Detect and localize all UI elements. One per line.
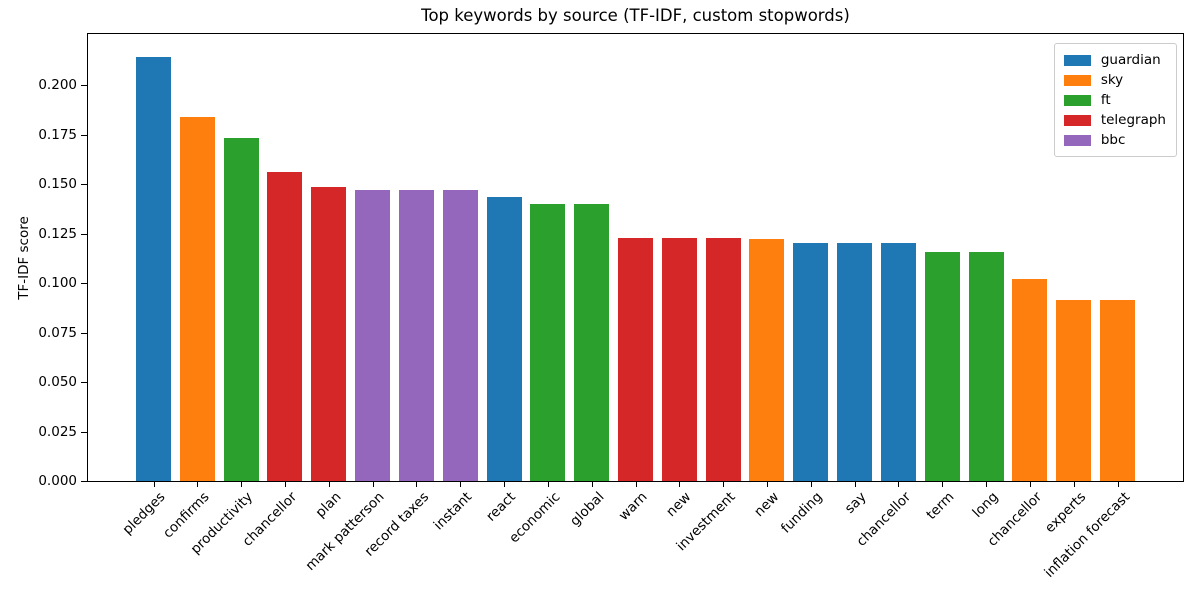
y-tick-label: 0.050 — [38, 374, 77, 391]
legend-item-guardian: guardian — [1063, 50, 1166, 70]
y-tick-label: 0.125 — [38, 225, 77, 242]
x-tick-label-say: say — [842, 489, 870, 517]
x-tick-label-plan: plan — [312, 489, 345, 521]
y-tick-mark — [81, 184, 87, 186]
x-tick-label-mark-patterson: mark patterson — [302, 489, 388, 575]
x-tick-mark — [766, 482, 768, 487]
x-tick-label-warn: warn — [616, 489, 651, 524]
bar-say — [837, 242, 873, 481]
x-tick-mark — [986, 482, 988, 487]
chart-title: Top keywords by source (TF-IDF, custom s… — [421, 6, 850, 25]
x-tick-label-funding: funding — [778, 489, 827, 537]
x-tick-mark — [547, 482, 549, 487]
bar-record-taxes — [398, 190, 434, 481]
x-tick-mark — [153, 482, 155, 487]
bar-long — [968, 251, 1004, 481]
bar-term — [924, 251, 960, 481]
bar-pledges — [136, 56, 171, 481]
bar-productivity — [223, 137, 259, 481]
y-tick-mark — [81, 233, 87, 235]
x-tick-mark — [723, 482, 725, 487]
x-tick-mark — [1117, 482, 1119, 487]
legend-swatch-bbc — [1063, 134, 1091, 146]
x-tick-mark — [679, 482, 681, 487]
x-tick-label-new: new — [751, 489, 783, 521]
bar-inflation-forecast — [1100, 300, 1135, 481]
x-tick-mark — [854, 482, 856, 487]
x-tick-mark — [942, 482, 944, 487]
bar-warn — [618, 237, 653, 481]
y-tick-label: 0.075 — [38, 324, 77, 341]
legend-swatch-telegraph — [1063, 114, 1091, 126]
bar-plan — [311, 187, 347, 481]
legend-label: guardian — [1100, 52, 1161, 68]
x-tick-label-global: global — [566, 489, 608, 530]
legend-label: sky — [1100, 72, 1124, 88]
bar-investment — [705, 237, 741, 481]
plot-area: guardian sky ft telegraph bbc — [87, 33, 1184, 482]
x-tick-mark — [328, 482, 330, 487]
x-tick-mark — [416, 482, 418, 487]
x-tick-mark — [460, 482, 462, 487]
bar-chancellor — [880, 242, 916, 481]
bar-new — [661, 237, 697, 481]
x-tick-mark — [898, 482, 900, 487]
bar-confirms — [179, 117, 215, 481]
bar-chancellor — [1012, 278, 1048, 481]
y-tick-mark — [81, 332, 87, 334]
y-tick-label: 0.200 — [38, 77, 77, 94]
x-tick-mark — [197, 482, 199, 487]
y-tick-label: 0.175 — [38, 126, 77, 143]
legend-swatch-sky — [1063, 74, 1091, 86]
x-tick-mark — [241, 482, 243, 487]
y-tick-label: 0.025 — [38, 423, 77, 440]
y-tick-mark — [81, 481, 87, 482]
legend-item-telegraph: telegraph — [1063, 110, 1166, 130]
x-tick-mark — [635, 482, 637, 487]
bar-new — [749, 238, 785, 481]
y-tick-mark — [81, 431, 87, 433]
legend-item-ft: ft — [1063, 90, 1166, 110]
x-tick-mark — [591, 482, 593, 487]
legend-label: bbc — [1100, 132, 1126, 148]
x-tick-label-long: long — [969, 489, 1002, 521]
legend-item-bbc: bbc — [1063, 130, 1166, 150]
bar-economic — [530, 204, 566, 481]
bar-funding — [793, 242, 829, 481]
x-tick-mark — [810, 482, 812, 487]
x-tick-label-instant: instant — [431, 489, 476, 534]
x-tick-mark — [1029, 482, 1031, 487]
legend-label: telegraph — [1100, 112, 1166, 128]
y-tick-mark — [81, 283, 87, 285]
x-tick-mark — [284, 482, 286, 487]
y-tick-label: 0.000 — [38, 473, 77, 489]
legend-label: ft — [1100, 92, 1111, 108]
legend-swatch-guardian — [1063, 54, 1091, 66]
bar-chancellor — [267, 172, 303, 481]
x-tick-label-react: react — [483, 489, 520, 525]
y-tick-label: 0.100 — [38, 275, 77, 292]
x-tick-mark — [372, 482, 374, 487]
bar-global — [574, 204, 610, 481]
bar-experts — [1056, 300, 1092, 481]
y-tick-mark — [81, 134, 87, 136]
y-tick-mark — [81, 382, 87, 384]
bars-layer — [88, 34, 1183, 481]
legend: guardian sky ft telegraph bbc — [1053, 43, 1177, 157]
x-tick-label-inflation-forecast: inflation forecast — [1041, 489, 1133, 581]
y-tick-mark — [81, 85, 87, 87]
x-tick-label-new: new — [663, 489, 695, 521]
legend-item-sky: sky — [1063, 70, 1166, 90]
x-tick-mark — [504, 482, 506, 487]
x-tick-mark — [1073, 482, 1075, 487]
x-tick-label-term: term — [923, 489, 958, 523]
bar-mark-patterson — [355, 190, 391, 481]
bar-react — [486, 197, 522, 481]
y-tick-label: 0.150 — [38, 176, 77, 193]
legend-swatch-ft — [1063, 94, 1091, 106]
bar-instant — [442, 190, 478, 481]
